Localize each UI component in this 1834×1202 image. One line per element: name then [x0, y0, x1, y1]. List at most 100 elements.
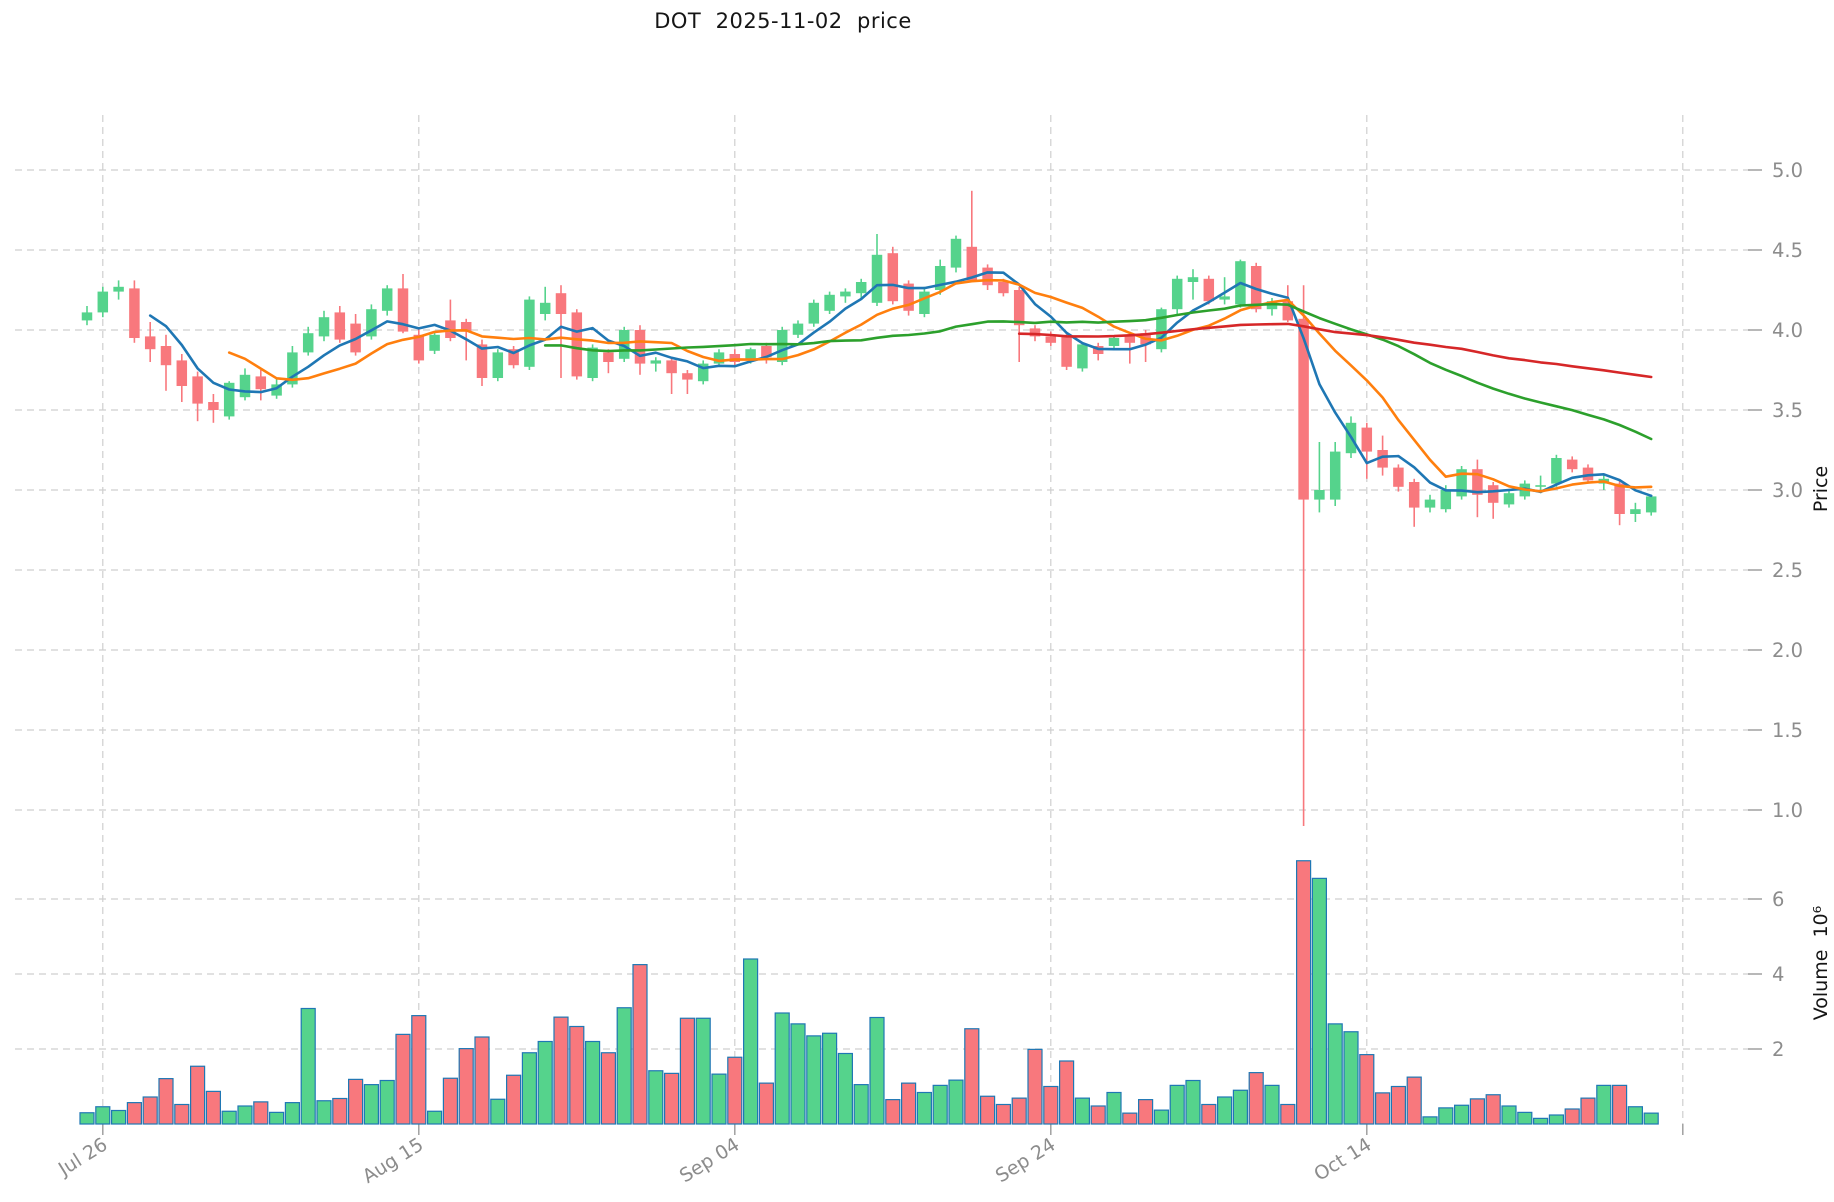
volume-tick-label: 6	[1772, 888, 1784, 911]
candle-body	[792, 323, 804, 335]
ma-60-line	[1017, 322, 1653, 379]
candle-body	[1456, 469, 1467, 497]
candle-body	[555, 293, 567, 314]
candle-body	[1250, 266, 1262, 310]
volume-bar	[1390, 1085, 1407, 1125]
candle-body	[634, 330, 646, 364]
candle-body	[1329, 451, 1341, 500]
volume-bar	[1343, 1031, 1359, 1125]
volume-bar	[1453, 1104, 1470, 1125]
candle-body	[571, 312, 583, 377]
volume-bar	[1580, 1097, 1596, 1125]
volume-bar	[790, 1023, 806, 1125]
candle-body	[650, 360, 662, 364]
candle-body	[413, 334, 425, 361]
volume-bar	[490, 1098, 506, 1125]
candle-body	[1614, 483, 1625, 514]
volume-bar	[964, 1028, 980, 1125]
candle-body	[761, 346, 772, 358]
candle-body	[1108, 338, 1120, 346]
candle-body	[97, 291, 109, 313]
volume-bar	[821, 1032, 838, 1125]
volume-bar	[584, 1040, 601, 1125]
volume-bar	[1501, 1105, 1517, 1125]
candle-body	[271, 384, 282, 396]
price-tick-label: 3.0	[1772, 479, 1803, 502]
volume-bar	[995, 1103, 1012, 1125]
volume-bar	[1169, 1084, 1185, 1125]
price-tick-label: 4.0	[1772, 319, 1803, 342]
volume-bar	[142, 1096, 158, 1125]
volume-bar	[158, 1078, 174, 1125]
volume-bar	[1232, 1089, 1249, 1125]
x-tick-label: Oct 14	[1310, 1134, 1375, 1186]
candle-body	[223, 382, 235, 417]
candle-body	[129, 288, 140, 338]
candle-body	[1408, 482, 1420, 508]
volume-bar	[632, 964, 648, 1125]
candle-body	[982, 267, 993, 286]
candle-body	[1393, 467, 1404, 487]
price-tick-label: 2.5	[1772, 559, 1803, 582]
volume-bar	[727, 1056, 743, 1125]
candle-body	[1377, 450, 1388, 468]
candle-body	[429, 334, 440, 351]
volume-bar	[1153, 1109, 1170, 1125]
price-tick-label: 2.0	[1772, 639, 1803, 662]
volume-bar	[853, 1084, 869, 1125]
volume-bar	[332, 1097, 348, 1125]
volume-bar	[427, 1110, 443, 1125]
candle-body	[919, 291, 930, 314]
volume-bar	[284, 1102, 300, 1125]
volume-bar	[1090, 1105, 1106, 1125]
candle-body	[934, 266, 946, 290]
candle-body	[192, 376, 203, 404]
volume-bar	[1532, 1117, 1549, 1125]
volume-axis-label: Volume 10⁶	[1810, 905, 1832, 1021]
candle-body	[903, 283, 914, 311]
candle-body	[255, 376, 267, 390]
volume-bar	[711, 1073, 727, 1125]
volume-bar	[758, 1082, 775, 1125]
volume-bar	[1295, 860, 1312, 1125]
volume-bar	[1027, 1048, 1043, 1125]
volume-bar	[1201, 1103, 1217, 1125]
volume-bar	[648, 1070, 664, 1125]
candle-body	[1045, 336, 1057, 343]
candle-body	[1298, 318, 1309, 500]
candle-body	[824, 294, 835, 311]
volume-bar	[1548, 1114, 1565, 1125]
candle-body	[381, 288, 393, 311]
volume-bar	[126, 1102, 143, 1125]
candle-body	[745, 349, 756, 361]
volume-bar	[1517, 1111, 1533, 1125]
volume-bar	[221, 1110, 237, 1125]
volume-bar	[506, 1074, 522, 1125]
volume-bar	[1280, 1103, 1296, 1125]
volume-bar	[948, 1079, 964, 1125]
volume-bar	[979, 1095, 996, 1125]
volume-bar	[1058, 1060, 1075, 1125]
volume-bar	[458, 1048, 474, 1125]
volume-bar	[1611, 1084, 1628, 1125]
volume-bar	[1374, 1092, 1391, 1125]
volume-bar	[774, 1012, 790, 1125]
volume-bar	[1074, 1097, 1091, 1125]
volume-bar	[411, 1015, 427, 1125]
candle-body	[1424, 499, 1436, 508]
price-tick-label: 5.0	[1772, 159, 1803, 182]
x-tick-label: Sep 24	[992, 1134, 1060, 1188]
volume-bar	[837, 1052, 854, 1125]
candle-body	[729, 354, 741, 362]
volume-bar	[1137, 1099, 1154, 1125]
volume-bar	[1485, 1094, 1501, 1125]
volume-bar	[537, 1040, 553, 1125]
volume-bar	[885, 1099, 901, 1125]
candle-body	[1203, 278, 1215, 302]
candle-body	[1566, 459, 1578, 470]
volume-bar	[379, 1079, 395, 1125]
candle-body	[666, 360, 677, 374]
x-tick-label: Sep 04	[676, 1134, 744, 1188]
